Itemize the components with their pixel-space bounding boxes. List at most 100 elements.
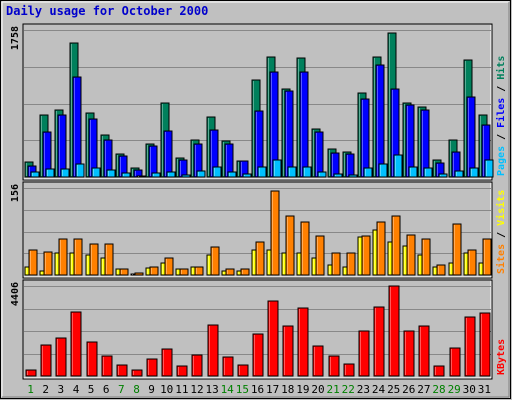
bar-kbytes-day-5 bbox=[86, 341, 98, 377]
x-tick-label: 21 bbox=[326, 383, 339, 396]
bar-sites-day-5 bbox=[89, 243, 99, 276]
bar-sites-day-8 bbox=[134, 272, 144, 276]
bar-pages-day-1 bbox=[30, 171, 40, 178]
x-tick-label: 24 bbox=[372, 383, 386, 396]
x-tick-label: 22 bbox=[342, 383, 355, 396]
x-tick-label: 11 bbox=[175, 383, 188, 396]
y-max-label: 156 bbox=[10, 184, 21, 202]
panels: 1758 Pages / Files / Hits 156 Sites / Visit… bbox=[10, 23, 507, 380]
bar-kbytes-day-27 bbox=[418, 325, 430, 377]
panel-traffic: 1758 Pages / Files / Hits bbox=[10, 23, 507, 181]
bar-pages-day-31 bbox=[484, 159, 494, 178]
legend-traffic: Pages / Files / Hits bbox=[495, 56, 507, 176]
legend-item-pages: Pages bbox=[496, 146, 507, 176]
bar-pages-day-27 bbox=[423, 167, 433, 178]
bar-sites-day-19 bbox=[300, 221, 310, 276]
bar-pages-day-10 bbox=[166, 171, 176, 178]
bar-kbytes-day-3 bbox=[55, 337, 67, 377]
bar-pages-day-26 bbox=[408, 166, 418, 178]
bar-kbytes-day-1 bbox=[25, 369, 37, 377]
x-tick-label: 4 bbox=[73, 383, 80, 396]
bar-pages-day-7 bbox=[121, 172, 131, 178]
bar-sites-day-21 bbox=[331, 252, 341, 276]
bar-sites-day-11 bbox=[179, 268, 189, 276]
bar-pages-day-4 bbox=[75, 163, 85, 178]
legend-visitors: Sites / Visits bbox=[495, 190, 507, 274]
x-tick-label: 15 bbox=[236, 383, 249, 396]
x-tick-label: 13 bbox=[205, 383, 218, 396]
bar-sites-day-6 bbox=[104, 243, 114, 276]
x-tick-label: 19 bbox=[296, 383, 309, 396]
bar-sites-day-10 bbox=[164, 257, 174, 276]
bar-sites-day-29 bbox=[452, 223, 462, 276]
x-tick-label: 16 bbox=[251, 383, 264, 396]
bar-kbytes-day-23 bbox=[358, 330, 370, 377]
bar-sites-day-3 bbox=[58, 238, 68, 276]
bar-sites-day-14 bbox=[225, 268, 235, 276]
panel-volume: 4406 KBytes bbox=[10, 279, 507, 380]
legend-item-sites: Sites bbox=[495, 244, 507, 274]
bar-pages-day-3 bbox=[60, 168, 70, 178]
bar-pages-day-15 bbox=[242, 173, 252, 178]
x-tick-label: 8 bbox=[133, 383, 140, 396]
bar-pages-day-19 bbox=[302, 166, 312, 178]
x-tick-label: 23 bbox=[357, 383, 370, 396]
bar-kbytes-day-11 bbox=[176, 365, 188, 377]
bar-pages-day-25 bbox=[393, 154, 403, 178]
x-tick-label: 10 bbox=[160, 383, 173, 396]
bar-kbytes-day-13 bbox=[207, 324, 219, 377]
bar-pages-day-22 bbox=[348, 174, 358, 178]
bar-pages-day-20 bbox=[317, 171, 327, 178]
x-tick-label: 6 bbox=[103, 383, 110, 396]
bar-pages-day-2 bbox=[45, 168, 55, 178]
bar-kbytes-day-6 bbox=[101, 355, 113, 377]
bar-sites-day-28 bbox=[436, 264, 446, 276]
bar-sites-day-24 bbox=[376, 221, 386, 276]
bar-pages-day-28 bbox=[438, 173, 448, 178]
bar-sites-day-26 bbox=[406, 234, 416, 276]
x-tick-label: 27 bbox=[417, 383, 430, 396]
x-tick-label: 20 bbox=[311, 383, 324, 396]
x-tick-label: 9 bbox=[148, 383, 155, 396]
bar-pages-day-30 bbox=[469, 167, 479, 178]
bar-pages-day-21 bbox=[333, 173, 343, 178]
bar-pages-day-16 bbox=[257, 166, 267, 178]
bar-sites-day-30 bbox=[467, 249, 477, 276]
bar-kbytes-day-10 bbox=[161, 348, 173, 377]
bar-pages-day-23 bbox=[363, 167, 373, 178]
x-tick-label: 30 bbox=[463, 383, 476, 396]
legend-item-files: Files bbox=[495, 98, 507, 128]
bar-kbytes-day-31 bbox=[479, 312, 491, 377]
x-tick-label: 29 bbox=[448, 383, 461, 396]
x-tick-label: 31 bbox=[478, 383, 491, 396]
legend-item-kbytes: KBytes bbox=[496, 339, 507, 375]
bar-sites-day-2 bbox=[43, 251, 53, 276]
bar-sites-day-25 bbox=[391, 215, 401, 276]
x-tick-label: 14 bbox=[221, 383, 235, 396]
legend-item-visits: Visits bbox=[495, 190, 507, 226]
bar-kbytes-day-29 bbox=[449, 347, 461, 377]
panel-visitors: 156 Sites / Visits bbox=[10, 181, 507, 279]
bar-kbytes-day-22 bbox=[343, 363, 355, 377]
legend-separator: / bbox=[496, 128, 507, 146]
bar-pages-day-17 bbox=[272, 159, 282, 178]
bar-sites-day-23 bbox=[361, 235, 371, 276]
x-tick-label: 5 bbox=[88, 383, 95, 396]
bar-kbytes-day-28 bbox=[433, 365, 445, 377]
legend-volume: KBytes bbox=[496, 339, 507, 375]
bar-sites-day-4 bbox=[73, 238, 83, 276]
x-tick-label: 2 bbox=[42, 383, 49, 396]
bar-sites-day-13 bbox=[210, 246, 220, 276]
x-tick-label: 7 bbox=[118, 383, 125, 396]
bar-sites-day-12 bbox=[194, 266, 204, 276]
bar-kbytes-day-14 bbox=[222, 356, 234, 377]
bar-kbytes-day-21 bbox=[328, 355, 340, 377]
bar-sites-day-27 bbox=[421, 238, 431, 276]
bar-kbytes-day-16 bbox=[252, 333, 264, 377]
x-tick-label: 1 bbox=[27, 383, 34, 396]
y-max-label: 1758 bbox=[10, 26, 21, 50]
bar-pages-day-12 bbox=[196, 170, 206, 178]
bar-kbytes-day-20 bbox=[312, 345, 324, 377]
